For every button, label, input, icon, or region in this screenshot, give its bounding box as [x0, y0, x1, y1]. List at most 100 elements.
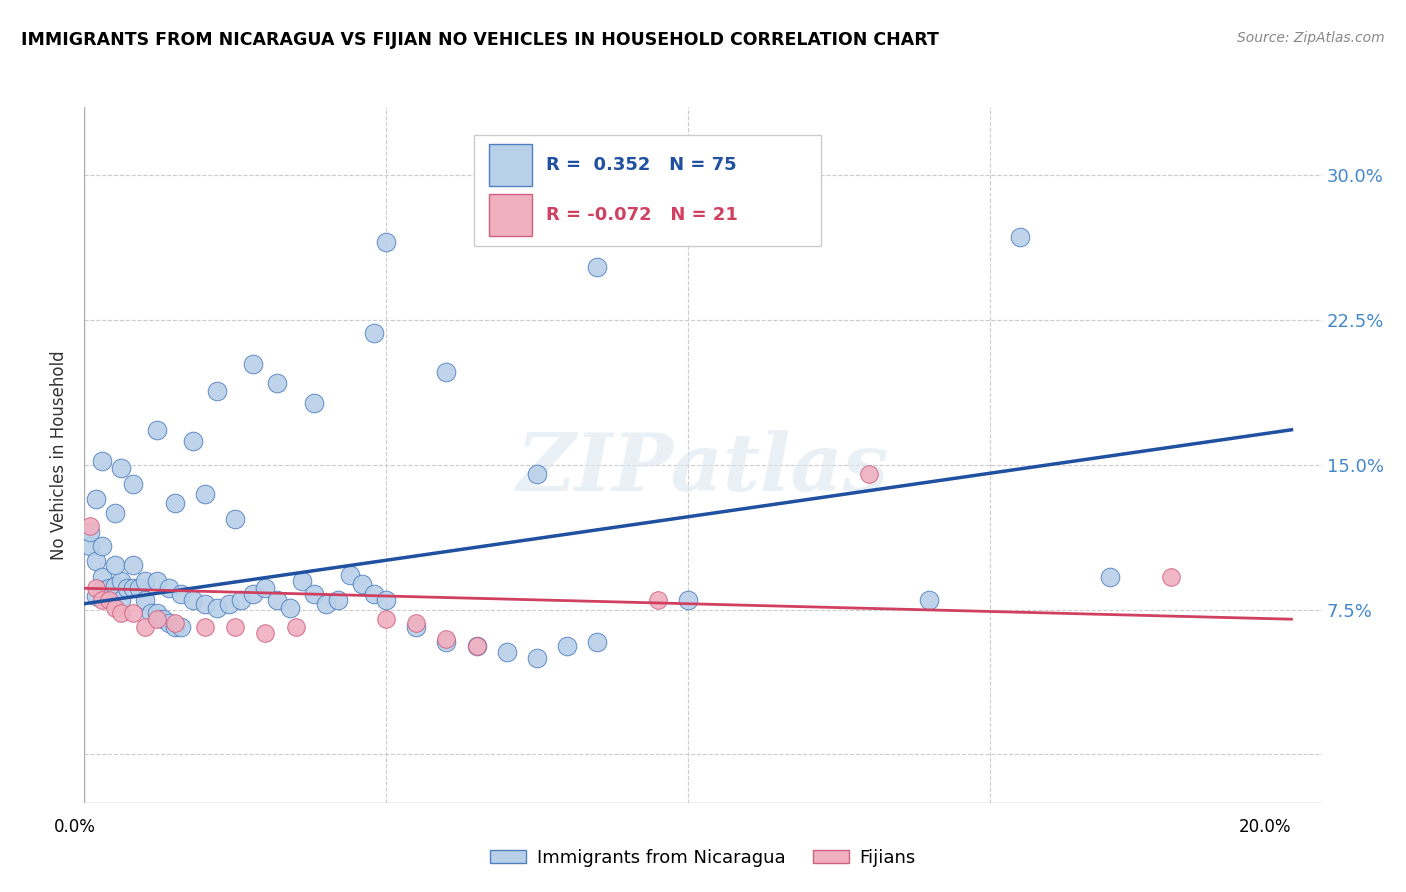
Point: [86, 589, 108, 603]
Point: [315, 597, 337, 611]
Point: [526, 651, 548, 665]
Point: [146, 574, 169, 588]
Point: [302, 587, 325, 601]
Point: [110, 461, 132, 475]
Point: [284, 620, 307, 634]
Text: 20.0%: 20.0%: [1239, 818, 1292, 837]
Point: [170, 620, 193, 634]
Point: [91, 592, 114, 607]
Point: [146, 607, 169, 621]
Point: [1160, 570, 1182, 584]
Point: [375, 612, 398, 626]
Text: IMMIGRANTS FROM NICARAGUA VS FIJIAN NO VEHICLES IN HOUSEHOLD CORRELATION CHART: IMMIGRANTS FROM NICARAGUA VS FIJIAN NO V…: [21, 31, 939, 49]
Point: [110, 592, 132, 607]
Point: [339, 567, 361, 582]
Text: ZIPatlas: ZIPatlas: [517, 430, 889, 508]
Point: [242, 587, 264, 601]
Point: [121, 582, 143, 596]
Point: [242, 357, 264, 371]
Point: [157, 615, 180, 630]
Point: [103, 558, 125, 573]
Point: [918, 592, 941, 607]
Point: [134, 592, 156, 607]
Legend: Immigrants from Nicaragua, Fijians: Immigrants from Nicaragua, Fijians: [482, 842, 924, 874]
Point: [436, 365, 458, 379]
Point: [121, 607, 143, 621]
Point: [231, 592, 253, 607]
Point: [128, 582, 150, 596]
Point: [647, 592, 669, 607]
Point: [205, 600, 228, 615]
Point: [375, 592, 398, 607]
Text: 0.0%: 0.0%: [55, 818, 96, 837]
Point: [134, 620, 156, 634]
Point: [97, 582, 120, 596]
Point: [115, 582, 138, 596]
Point: [146, 423, 169, 437]
Point: [86, 582, 108, 596]
Text: R = -0.072   N = 21: R = -0.072 N = 21: [546, 206, 738, 224]
Point: [1099, 570, 1122, 584]
Point: [555, 639, 578, 653]
Point: [495, 645, 517, 659]
Point: [266, 592, 288, 607]
Point: [181, 434, 204, 449]
Point: [375, 235, 398, 250]
Point: [1008, 229, 1031, 244]
Point: [152, 612, 174, 626]
Text: R =  0.352   N = 75: R = 0.352 N = 75: [546, 156, 737, 174]
Bar: [474, 135, 821, 246]
Point: [194, 486, 217, 500]
Point: [350, 577, 373, 591]
Point: [194, 620, 217, 634]
Point: [163, 615, 186, 630]
Point: [194, 597, 217, 611]
Point: [91, 539, 114, 553]
Point: [254, 625, 277, 640]
Point: [586, 260, 609, 275]
Point: [134, 574, 156, 588]
Point: [103, 600, 125, 615]
Point: [676, 592, 699, 607]
Point: [103, 506, 125, 520]
Point: [91, 583, 114, 598]
Point: [121, 558, 143, 573]
Point: [436, 632, 458, 646]
Point: [405, 620, 427, 634]
Point: [326, 592, 349, 607]
Point: [465, 639, 488, 653]
Y-axis label: No Vehicles in Household: No Vehicles in Household: [51, 350, 69, 560]
Point: [79, 525, 101, 540]
Point: [91, 570, 114, 584]
Point: [797, 222, 820, 236]
Point: [110, 574, 132, 588]
Point: [254, 582, 277, 596]
Point: [86, 492, 108, 507]
Bar: [489, 144, 533, 186]
Point: [170, 587, 193, 601]
Point: [146, 612, 169, 626]
Point: [526, 467, 548, 482]
Point: [586, 635, 609, 649]
Point: [181, 592, 204, 607]
Point: [79, 519, 101, 533]
Point: [157, 582, 180, 596]
Point: [363, 326, 385, 341]
Point: [363, 587, 385, 601]
Point: [163, 620, 186, 634]
Point: [79, 539, 101, 553]
Point: [121, 476, 143, 491]
Point: [266, 376, 288, 391]
Text: Source: ZipAtlas.com: Source: ZipAtlas.com: [1237, 31, 1385, 45]
Point: [110, 607, 132, 621]
Point: [218, 597, 240, 611]
Point: [163, 496, 186, 510]
Point: [97, 592, 120, 607]
Point: [86, 554, 108, 568]
Point: [224, 620, 246, 634]
Point: [858, 467, 880, 482]
Point: [278, 600, 301, 615]
Point: [302, 396, 325, 410]
Point: [224, 512, 246, 526]
Point: [465, 639, 488, 653]
